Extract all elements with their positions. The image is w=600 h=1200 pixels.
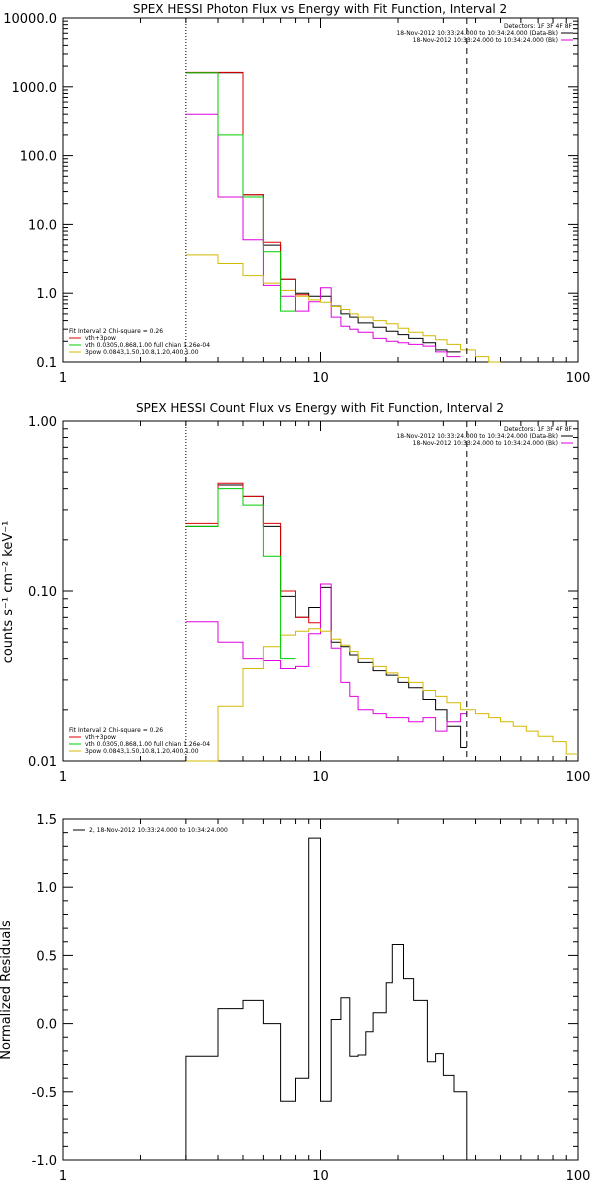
- panel2-y-tick-label: -0.5: [32, 1086, 57, 1101]
- count-flux-y-axis-label: counts s⁻¹ cm⁻² keV⁻¹: [1, 521, 16, 664]
- residuals-y-axis-label: Normalized Residuals: [0, 920, 14, 1060]
- panel2-x-tick-label: 100: [566, 1169, 591, 1184]
- photon-flux-title: SPEX HESSI Photon Flux vs Energy with Fi…: [133, 2, 507, 16]
- panel1-legend-bottom-text: 3pow 0.0843,1.50,10.8,1.20,400,1.00: [85, 748, 199, 755]
- panel0-legend-bottom-text: vth+3pow: [85, 335, 116, 342]
- panel2-y-tick-label: 1.0: [36, 881, 57, 896]
- panel0-y-tick-label: 100.0: [20, 150, 57, 165]
- panel1-legend-top-text: 18-Nov-2012 10:33:24.000 to 10:34:24.000…: [396, 433, 558, 440]
- panel2-series-0: [185, 837, 468, 1160]
- panel0-y-tick-label: 1000.0: [12, 81, 58, 96]
- panel0-legend-top-text: Detectors: 1F 3F 4F 8F: [504, 23, 573, 30]
- panel1-legend-bottom-text: vth 0.0305,0.868,1.00 full chian 1.26e-0…: [85, 741, 210, 748]
- panel1-legend-bottom-text: Fit Interval 2 Chi-square = 0.26: [69, 727, 163, 734]
- panel1-series-0: [185, 484, 467, 748]
- panel0-x-tick-label: 100: [566, 371, 591, 386]
- panel0-legend-bottom-text: 3pow 0.0843,1.50,10.8,1.20,400,1.00: [85, 349, 199, 356]
- panel1-x-tick-label: 1: [59, 770, 67, 785]
- panel0-plot-frame: [62, 17, 579, 363]
- panel1-y-tick-label: 0.01: [28, 755, 57, 770]
- panel0-y-tick-label: 1.0: [36, 287, 57, 302]
- panel2-y-tick-label: 0.0: [36, 1018, 57, 1033]
- panel2-x-tick-label: 10: [312, 1169, 329, 1184]
- panel1-series-4: [185, 488, 296, 660]
- panel1-y-tick-label: 0.10: [28, 585, 57, 600]
- residuals-panel: Normalized Residuals 1 10 100 -1.0 -0.5 0.0 0.…: [0, 813, 590, 1184]
- panel0-y-tick-label: 0.1: [36, 356, 57, 371]
- panel0-legend-top-text: 18-Nov-2012 10:33:24.000 to 10:34:24.000…: [396, 30, 558, 37]
- panel0-y-tick-label: 10000.0: [3, 12, 57, 27]
- panel0-series-1: [185, 113, 461, 358]
- panel0-series-4: [185, 72, 296, 312]
- photon-flux-panel: SPEX HESSI Photon Flux vs Energy with Fi…: [3, 2, 590, 386]
- panel0-series-3: [185, 71, 309, 296]
- panel1-x-tick-label: 100: [566, 770, 591, 785]
- panel1-x-tick-label: 10: [312, 770, 329, 785]
- panel1-legend-top-text: Detectors: 1F 3F 4F 8F: [504, 426, 573, 433]
- panel2-y-tick-label: 1.5: [36, 813, 57, 828]
- count-flux-panel: SPEX HESSI Count Flux vs Energy with Fit…: [1, 401, 590, 785]
- panel2-legend-top-text: 2, 18-Nov-2012 10:33:24.000 to 10:34:24.…: [89, 827, 228, 834]
- count-flux-title: SPEX HESSI Count Flux vs Energy with Fit…: [136, 401, 504, 415]
- panel0-x-tick-label: 10: [312, 371, 329, 386]
- panel2-x-tick-label: 1: [59, 1169, 67, 1184]
- panel0-legend-bottom-text: Fit Interval 2 Chi-square = 0.26: [69, 328, 163, 335]
- panel0-legend-bottom-text: vth 0.0305,0.868,1.00 full chian 1.26e-0…: [85, 342, 210, 349]
- panel2-y-tick-label: 0.5: [36, 949, 57, 964]
- panel0-series-2: [185, 254, 501, 363]
- panel2-y-tick-label: -1.0: [32, 1154, 57, 1169]
- panel1-legend-bottom-text: vth+3pow: [85, 734, 116, 741]
- panel1-series-2: [185, 628, 578, 762]
- panel0-x-tick-label: 1: [59, 371, 67, 386]
- panel0-series-0: [185, 72, 461, 353]
- panel1-legend-top-text: 18-Nov-2012 10:33:24.000 to 10:34:24.000…: [413, 440, 558, 447]
- panel1-series-1: [185, 583, 467, 732]
- panel0-legend-top-text: 18-Nov-2012 10:33:24.000 to 10:34:24.000…: [413, 37, 558, 44]
- panel0-y-tick-label: 10.0: [28, 218, 57, 233]
- panel1-y-tick-label: 1.00: [28, 415, 57, 430]
- panel1-series-3: [185, 482, 321, 624]
